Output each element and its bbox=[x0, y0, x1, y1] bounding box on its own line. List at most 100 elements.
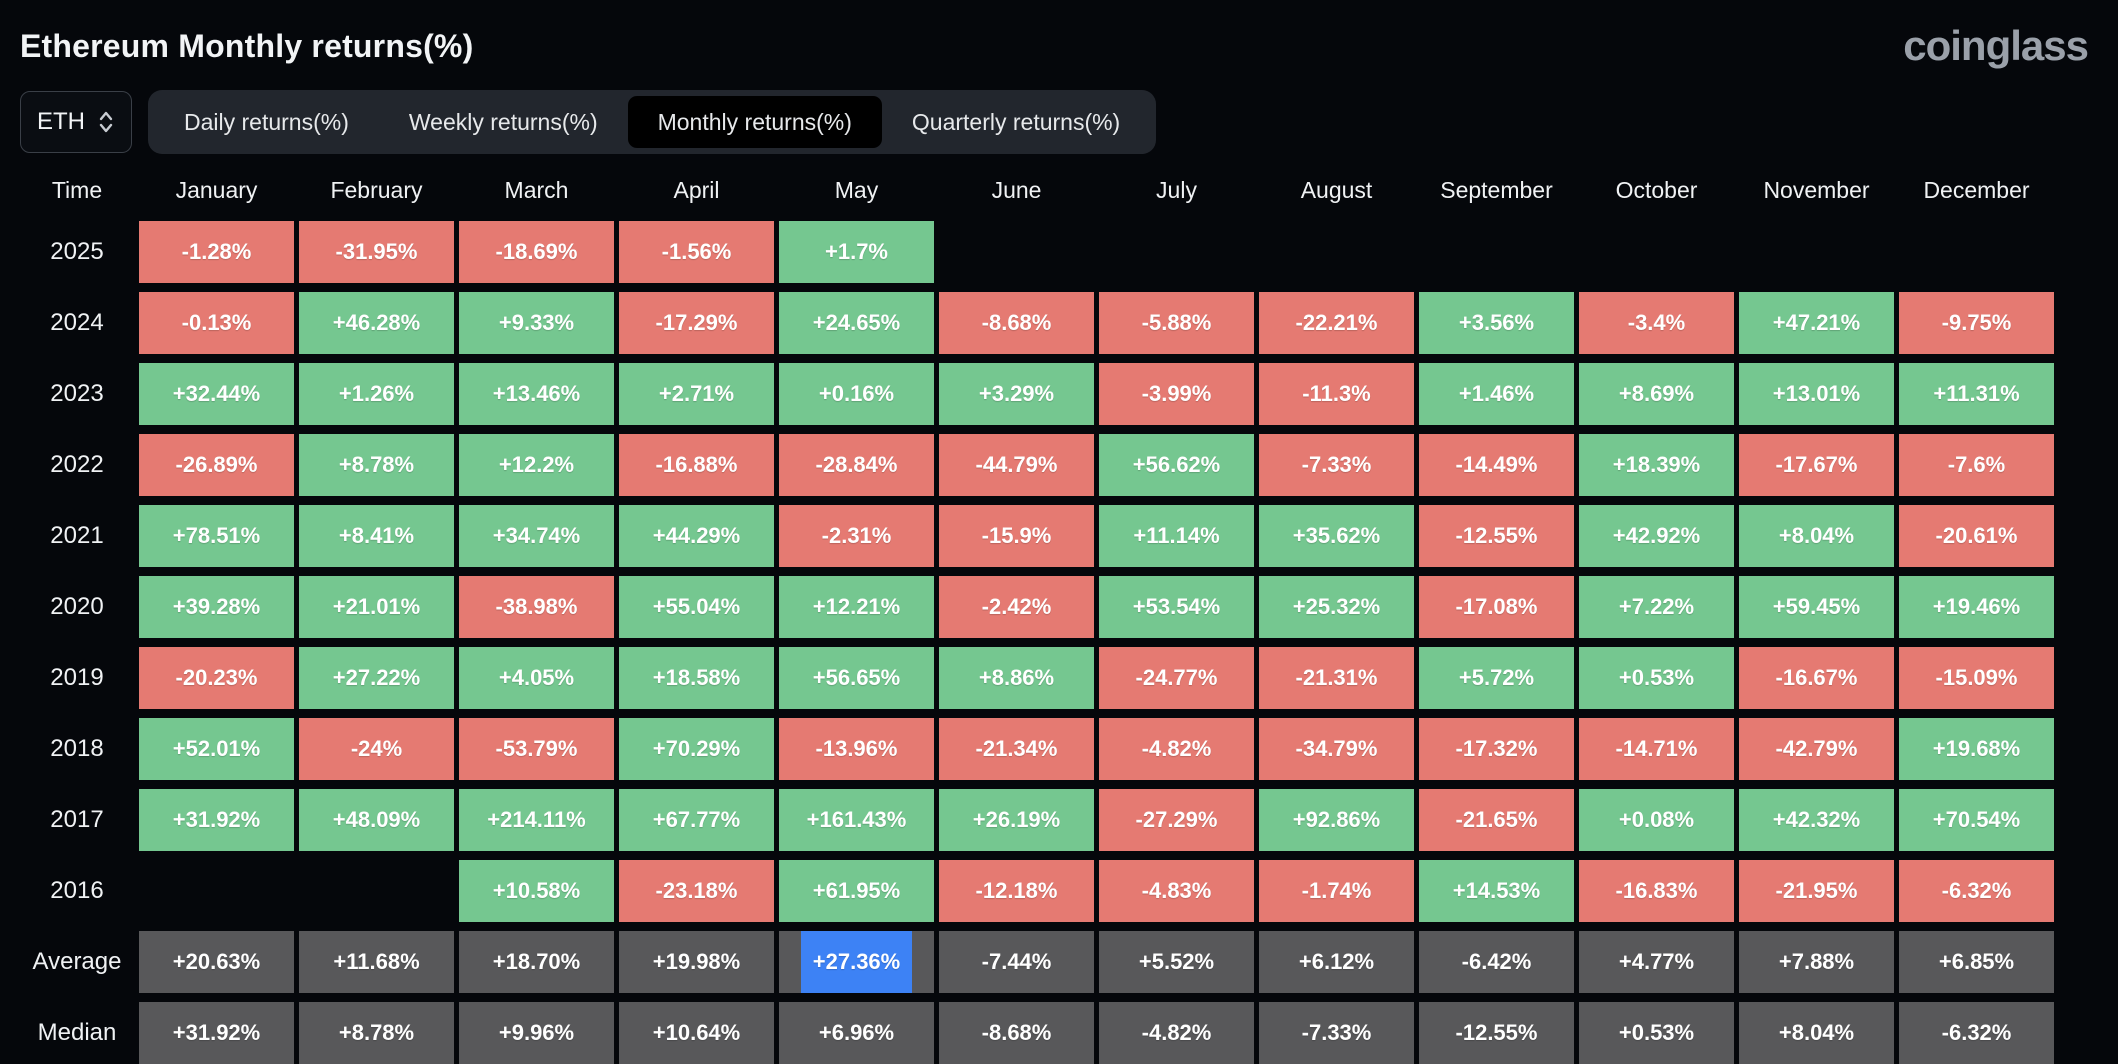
cell-average-september[interactable]: -6.42% bbox=[1419, 931, 1574, 993]
cell-2019-may[interactable]: +56.65% bbox=[779, 647, 934, 709]
cell-2016-september[interactable]: +14.53% bbox=[1419, 860, 1574, 922]
cell-2020-july[interactable]: +53.54% bbox=[1099, 576, 1254, 638]
cell-2025-january[interactable]: -1.28% bbox=[139, 221, 294, 283]
cell-2022-may[interactable]: -28.84% bbox=[779, 434, 934, 496]
cell-average-august[interactable]: +6.12% bbox=[1259, 931, 1414, 993]
cell-2017-april[interactable]: +67.77% bbox=[619, 789, 774, 851]
cell-2017-august[interactable]: +92.86% bbox=[1259, 789, 1414, 851]
cell-2024-february[interactable]: +46.28% bbox=[299, 292, 454, 354]
cell-median-april[interactable]: +10.64% bbox=[619, 1002, 774, 1064]
cell-2022-march[interactable]: +12.2% bbox=[459, 434, 614, 496]
cell-median-september[interactable]: -12.55% bbox=[1419, 1002, 1574, 1064]
cell-2025-april[interactable]: -1.56% bbox=[619, 221, 774, 283]
symbol-select[interactable]: ETH bbox=[20, 91, 132, 153]
cell-2018-october[interactable]: -14.71% bbox=[1579, 718, 1734, 780]
cell-2024-august[interactable]: -22.21% bbox=[1259, 292, 1414, 354]
cell-2016-june[interactable]: -12.18% bbox=[939, 860, 1094, 922]
cell-2021-february[interactable]: +8.41% bbox=[299, 505, 454, 567]
cell-2021-may[interactable]: -2.31% bbox=[779, 505, 934, 567]
cell-2024-july[interactable]: -5.88% bbox=[1099, 292, 1254, 354]
cell-2018-february[interactable]: -24% bbox=[299, 718, 454, 780]
cell-2021-august[interactable]: +35.62% bbox=[1259, 505, 1414, 567]
cell-2017-march[interactable]: +214.11% bbox=[459, 789, 614, 851]
cell-2023-july[interactable]: -3.99% bbox=[1099, 363, 1254, 425]
cell-2019-january[interactable]: -20.23% bbox=[139, 647, 294, 709]
cell-average-june[interactable]: -7.44% bbox=[939, 931, 1094, 993]
cell-median-august[interactable]: -7.33% bbox=[1259, 1002, 1414, 1064]
cell-2023-may[interactable]: +0.16% bbox=[779, 363, 934, 425]
cell-2022-september[interactable]: -14.49% bbox=[1419, 434, 1574, 496]
cell-2017-february[interactable]: +48.09% bbox=[299, 789, 454, 851]
cell-2017-january[interactable]: +31.92% bbox=[139, 789, 294, 851]
cell-2019-november[interactable]: -16.67% bbox=[1739, 647, 1894, 709]
cell-2016-march[interactable]: +10.58% bbox=[459, 860, 614, 922]
cell-2017-may[interactable]: +161.43% bbox=[779, 789, 934, 851]
cell-2025-march[interactable]: -18.69% bbox=[459, 221, 614, 283]
cell-2023-march[interactable]: +13.46% bbox=[459, 363, 614, 425]
cell-2020-april[interactable]: +55.04% bbox=[619, 576, 774, 638]
cell-2021-september[interactable]: -12.55% bbox=[1419, 505, 1574, 567]
cell-2017-october[interactable]: +0.08% bbox=[1579, 789, 1734, 851]
cell-2024-september[interactable]: +3.56% bbox=[1419, 292, 1574, 354]
cell-2019-june[interactable]: +8.86% bbox=[939, 647, 1094, 709]
cell-2022-february[interactable]: +8.78% bbox=[299, 434, 454, 496]
cell-2021-june[interactable]: -15.9% bbox=[939, 505, 1094, 567]
cell-average-february[interactable]: +11.68% bbox=[299, 931, 454, 993]
cell-median-february[interactable]: +8.78% bbox=[299, 1002, 454, 1064]
cell-2022-august[interactable]: -7.33% bbox=[1259, 434, 1414, 496]
cell-median-may[interactable]: +6.96% bbox=[779, 1002, 934, 1064]
cell-median-october[interactable]: +0.53% bbox=[1579, 1002, 1734, 1064]
cell-2024-january[interactable]: -0.13% bbox=[139, 292, 294, 354]
cell-2023-june[interactable]: +3.29% bbox=[939, 363, 1094, 425]
cell-2022-november[interactable]: -17.67% bbox=[1739, 434, 1894, 496]
cell-2021-november[interactable]: +8.04% bbox=[1739, 505, 1894, 567]
cell-2019-october[interactable]: +0.53% bbox=[1579, 647, 1734, 709]
cell-average-january[interactable]: +20.63% bbox=[139, 931, 294, 993]
cell-2025-february[interactable]: -31.95% bbox=[299, 221, 454, 283]
cell-median-december[interactable]: -6.32% bbox=[1899, 1002, 2054, 1064]
cell-2018-august[interactable]: -34.79% bbox=[1259, 718, 1414, 780]
tab-monthly-returns[interactable]: Monthly returns(%) bbox=[627, 96, 882, 148]
cell-average-december[interactable]: +6.85% bbox=[1899, 931, 2054, 993]
cell-average-may[interactable]: +27.36% bbox=[779, 931, 934, 993]
cell-2024-december[interactable]: -9.75% bbox=[1899, 292, 2054, 354]
cell-average-october[interactable]: +4.77% bbox=[1579, 931, 1734, 993]
cell-2023-august[interactable]: -11.3% bbox=[1259, 363, 1414, 425]
cell-2019-august[interactable]: -21.31% bbox=[1259, 647, 1414, 709]
cell-2022-october[interactable]: +18.39% bbox=[1579, 434, 1734, 496]
cell-2017-december[interactable]: +70.54% bbox=[1899, 789, 2054, 851]
cell-2019-december[interactable]: -15.09% bbox=[1899, 647, 2054, 709]
tab-weekly-returns[interactable]: Weekly returns(%) bbox=[379, 96, 628, 148]
cell-2018-march[interactable]: -53.79% bbox=[459, 718, 614, 780]
cell-2021-july[interactable]: +11.14% bbox=[1099, 505, 1254, 567]
cell-2023-february[interactable]: +1.26% bbox=[299, 363, 454, 425]
cell-median-november[interactable]: +8.04% bbox=[1739, 1002, 1894, 1064]
cell-2022-december[interactable]: -7.6% bbox=[1899, 434, 2054, 496]
cell-2021-january[interactable]: +78.51% bbox=[139, 505, 294, 567]
cell-2023-september[interactable]: +1.46% bbox=[1419, 363, 1574, 425]
cell-2016-july[interactable]: -4.83% bbox=[1099, 860, 1254, 922]
cell-2019-july[interactable]: -24.77% bbox=[1099, 647, 1254, 709]
tab-daily-returns[interactable]: Daily returns(%) bbox=[154, 96, 379, 148]
cell-2023-december[interactable]: +11.31% bbox=[1899, 363, 2054, 425]
cell-2020-august[interactable]: +25.32% bbox=[1259, 576, 1414, 638]
cell-2016-august[interactable]: -1.74% bbox=[1259, 860, 1414, 922]
cell-2024-may[interactable]: +24.65% bbox=[779, 292, 934, 354]
cell-median-july[interactable]: -4.82% bbox=[1099, 1002, 1254, 1064]
cell-2017-july[interactable]: -27.29% bbox=[1099, 789, 1254, 851]
cell-median-january[interactable]: +31.92% bbox=[139, 1002, 294, 1064]
cell-2018-may[interactable]: -13.96% bbox=[779, 718, 934, 780]
cell-2020-january[interactable]: +39.28% bbox=[139, 576, 294, 638]
cell-2017-november[interactable]: +42.32% bbox=[1739, 789, 1894, 851]
cell-2018-april[interactable]: +70.29% bbox=[619, 718, 774, 780]
cell-2024-november[interactable]: +47.21% bbox=[1739, 292, 1894, 354]
cell-average-april[interactable]: +19.98% bbox=[619, 931, 774, 993]
cell-2017-june[interactable]: +26.19% bbox=[939, 789, 1094, 851]
cell-2023-april[interactable]: +2.71% bbox=[619, 363, 774, 425]
cell-2022-april[interactable]: -16.88% bbox=[619, 434, 774, 496]
cell-average-november[interactable]: +7.88% bbox=[1739, 931, 1894, 993]
cell-2021-december[interactable]: -20.61% bbox=[1899, 505, 2054, 567]
cell-average-july[interactable]: +5.52% bbox=[1099, 931, 1254, 993]
cell-2016-april[interactable]: -23.18% bbox=[619, 860, 774, 922]
cell-2020-june[interactable]: -2.42% bbox=[939, 576, 1094, 638]
